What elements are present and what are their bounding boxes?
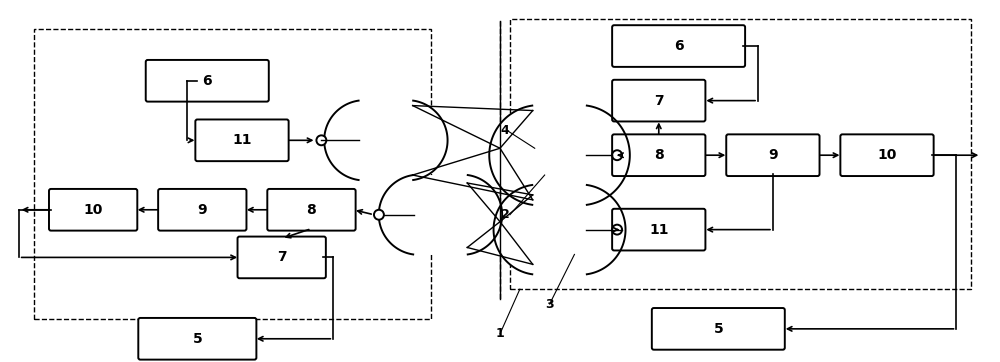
Ellipse shape [612,150,622,160]
Polygon shape [324,101,448,180]
FancyBboxPatch shape [612,209,705,251]
Text: 3: 3 [545,298,554,311]
FancyBboxPatch shape [726,134,820,176]
Text: 1: 1 [496,327,504,340]
Ellipse shape [374,210,384,220]
Text: 5: 5 [192,332,202,346]
FancyBboxPatch shape [195,119,289,161]
Text: 7: 7 [277,251,287,264]
FancyBboxPatch shape [158,189,246,231]
FancyBboxPatch shape [138,318,256,359]
Text: 10: 10 [83,203,103,217]
Text: 10: 10 [877,148,897,162]
Polygon shape [489,106,630,205]
FancyBboxPatch shape [238,237,326,278]
Ellipse shape [316,135,326,145]
Text: 4: 4 [501,124,509,137]
FancyBboxPatch shape [652,308,785,350]
Text: 9: 9 [197,203,207,217]
Text: 2: 2 [501,208,509,221]
Ellipse shape [612,225,622,235]
FancyBboxPatch shape [840,134,934,176]
FancyBboxPatch shape [146,60,269,102]
Text: 11: 11 [649,223,669,237]
Text: 5: 5 [713,322,723,336]
Polygon shape [379,175,502,254]
Bar [510,19,971,289]
Text: 8: 8 [307,203,316,217]
FancyBboxPatch shape [612,25,745,67]
Polygon shape [494,185,626,274]
FancyBboxPatch shape [612,134,705,176]
FancyBboxPatch shape [49,189,137,231]
Bar [34,29,431,319]
Text: 11: 11 [232,133,252,147]
Text: 6: 6 [674,39,683,53]
Text: 9: 9 [768,148,778,162]
FancyBboxPatch shape [612,80,705,122]
Text: 7: 7 [654,94,664,108]
FancyBboxPatch shape [267,189,356,231]
Text: 8: 8 [654,148,664,162]
Text: 6: 6 [202,74,212,88]
